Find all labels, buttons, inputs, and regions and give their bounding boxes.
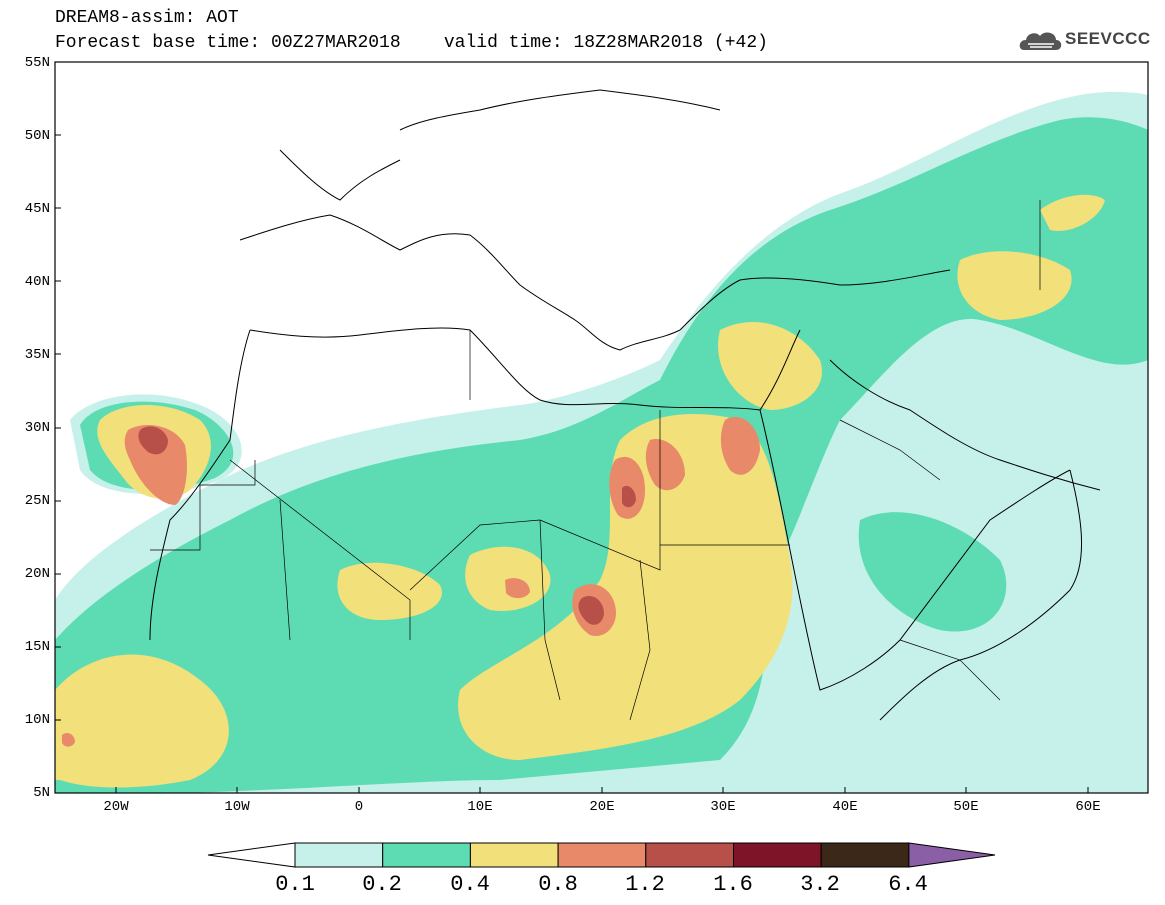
map-title: DREAM8-assim: AOT: [55, 8, 239, 28]
lat-label: 15N: [24, 639, 50, 655]
aot-band-1-2: [138, 426, 636, 625]
lat-label: 10N: [24, 712, 50, 728]
forecast-time-subtitle: Forecast base time: 00Z27MAR2018 valid t…: [55, 33, 768, 53]
colorbar-label: 3.2: [800, 872, 840, 897]
lon-label: 10E: [467, 799, 493, 815]
lon-label: 30E: [710, 799, 736, 815]
seevccc-logo: [1019, 32, 1062, 50]
colorbar-label: 0.8: [538, 872, 578, 897]
lon-label: 60E: [1075, 799, 1101, 815]
lon-label: 20W: [103, 799, 129, 815]
country-borders: [150, 200, 1041, 721]
lat-label: 25N: [24, 493, 50, 509]
lat-label: 40N: [24, 274, 50, 290]
lat-label: 55N: [24, 55, 50, 71]
lon-label: 10W: [224, 799, 250, 815]
axis-ticks: [55, 61, 1089, 793]
lat-label: 20N: [24, 566, 50, 582]
lon-label: 20E: [589, 799, 615, 815]
cloud-icon: [1019, 32, 1062, 50]
lon-label: 50E: [953, 799, 979, 815]
lat-label: 5N: [33, 785, 50, 801]
logo-text: SEEVCCC: [1065, 29, 1151, 48]
lat-label: 45N: [24, 201, 50, 217]
lat-label: 30N: [24, 420, 50, 436]
coastlines: [149, 89, 1101, 721]
colorbar-label: 0.2: [362, 872, 402, 897]
lon-label: 40E: [832, 799, 858, 815]
lat-label: 35N: [24, 347, 50, 363]
colorbar-label: 1.6: [713, 872, 753, 897]
colorbar-label: 6.4: [888, 872, 928, 897]
colorbar-label: 0.4: [450, 872, 490, 897]
colorbar-label: 1.2: [625, 872, 665, 897]
lat-label: 50N: [24, 128, 50, 144]
aot-band-0-4: [55, 194, 1105, 788]
colorbar-label: 0.1: [275, 872, 315, 897]
lon-label: 0: [354, 799, 364, 815]
